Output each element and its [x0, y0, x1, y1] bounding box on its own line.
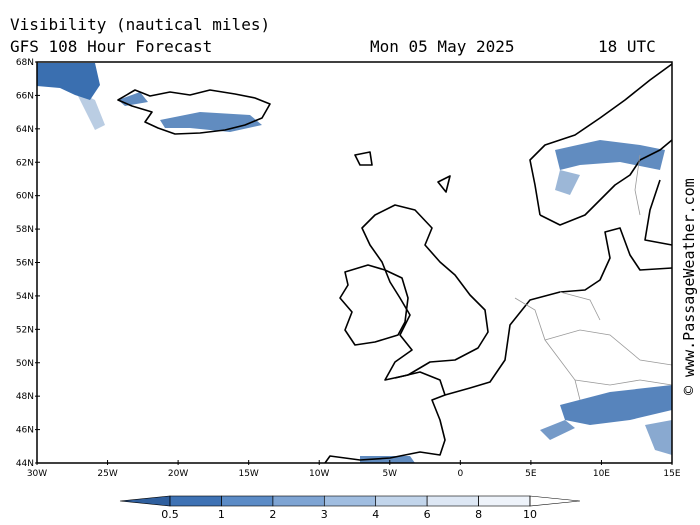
colorbar-label: 1: [218, 508, 225, 521]
borders: [514, 154, 673, 401]
fog: [645, 420, 672, 455]
lat-label: 62N: [16, 158, 34, 168]
lat-label: 56N: [16, 259, 34, 269]
colorbar-extend-high: [529, 495, 581, 507]
lon-label: 5W: [382, 469, 397, 479]
colorbar-label: 8: [475, 508, 482, 521]
lon-label: 10W: [309, 469, 329, 479]
map-background: [37, 62, 672, 463]
lon-label: 5E: [525, 469, 537, 479]
subtitle: GFS 108 Hour Forecast: [10, 37, 212, 56]
lon-label: 0: [457, 469, 463, 479]
map: [36, 61, 673, 464]
colorbar-label: 4: [372, 508, 379, 521]
lat-label: 46N: [16, 426, 34, 436]
lat-label: 52N: [16, 325, 34, 335]
colorbar-segment: [478, 495, 531, 507]
date: Mon 05 May 2025: [370, 37, 515, 56]
colorbar: 0.5 1 2 3 4 6 8 10: [119, 495, 581, 521]
colorbar-segment: [426, 495, 479, 507]
lat-label: 44N: [16, 459, 34, 469]
lon-label: 15E: [663, 469, 680, 479]
france-iberia: [324, 371, 446, 464]
title: Visibility (nautical miles): [10, 15, 270, 34]
lat-label: 54N: [16, 292, 34, 302]
colorbar-label: 0.5: [161, 508, 179, 521]
colorbar-label: 10: [523, 508, 537, 521]
lon-label: 25W: [97, 469, 117, 479]
lat-label: 50N: [16, 359, 34, 369]
lon-label: 30W: [27, 469, 47, 479]
lat-label: 64N: [16, 125, 34, 135]
fog: [75, 90, 105, 130]
sweden: [644, 179, 673, 246]
lon-label: 15W: [238, 469, 258, 479]
border: [514, 154, 673, 401]
islands: [354, 151, 451, 193]
lon-label: 20W: [168, 469, 188, 479]
fog: [37, 63, 100, 100]
lat-label: 58N: [16, 225, 34, 235]
lat-label: 60N: [16, 192, 34, 202]
colorbar-label: 3: [321, 508, 328, 521]
colorbar-label: 2: [269, 508, 276, 521]
axes: 68N 66N 64N 62N 60N 58N 56N 54N 52N 50N 48N 46N 44N3…: [16, 58, 681, 479]
colorbar-extend-low: [119, 495, 171, 507]
fog: [360, 456, 415, 463]
lat-label: 68N: [16, 58, 34, 68]
time: 18 UTC: [598, 37, 656, 56]
colorbar-segment: [221, 495, 274, 507]
fog: [555, 170, 580, 195]
colorbar-segment: [169, 495, 222, 507]
ireland: [339, 264, 409, 346]
colorbar-segment: [375, 495, 428, 507]
fog: [560, 385, 672, 425]
iceland: [117, 89, 271, 135]
colorbar-segment: [272, 495, 325, 507]
colorbar-segment: [323, 495, 377, 507]
continent-coast: [444, 227, 673, 396]
great-britain: [361, 204, 489, 381]
lat-label: 66N: [16, 91, 34, 101]
norway: [529, 63, 673, 226]
colorbar-label: 6: [424, 508, 431, 521]
lon-label: 10E: [593, 469, 610, 479]
fog: [540, 420, 575, 440]
lat-label: 48N: [16, 392, 34, 402]
credit: © www.PassageWeather.com: [680, 178, 698, 395]
coastlines: [117, 63, 673, 464]
